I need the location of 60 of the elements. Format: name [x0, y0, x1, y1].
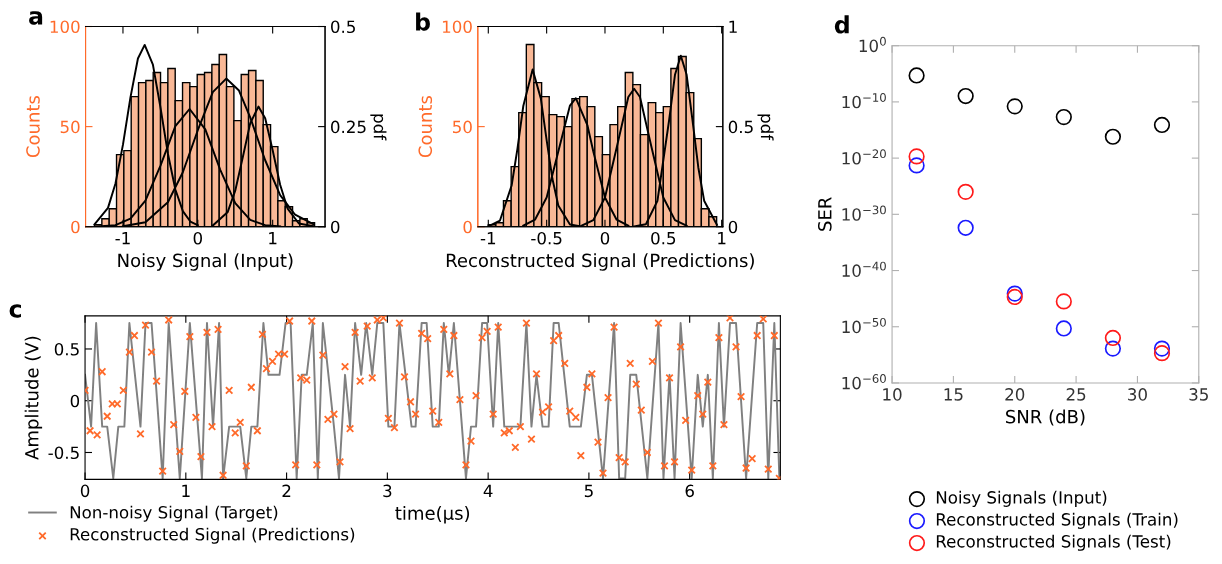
x-tick-label: 0.5 — [651, 231, 676, 245]
x-tick-label: 1 — [718, 232, 726, 245]
y-tick-label: 10$^{0}$ — [859, 36, 886, 53]
y2-tick-label: 0 — [331, 220, 340, 234]
x-tick-label: 1 — [182, 484, 190, 497]
y-axis-title: Counts — [26, 95, 40, 158]
y-tick-label: 100 — [50, 20, 80, 34]
y2-axis-title: pdf — [757, 114, 774, 141]
y-tick-label: -0.5 — [48, 446, 79, 460]
y-tick-label: 10$^{−20}$ — [842, 149, 886, 165]
x-tick-label: 2 — [282, 484, 291, 497]
y2-tick-label: 0 — [728, 220, 738, 234]
y-axis-title: Amplitude (V) — [24, 336, 43, 460]
y2-tick-label: 0.5 — [331, 20, 355, 34]
chart-title: b — [416, 12, 430, 31]
y-tick-label: 10$^{−10}$ — [842, 93, 886, 109]
y-axis-title: Counts — [418, 95, 433, 158]
y-tick-label: 50 — [60, 120, 80, 134]
x-tick-label: 6 — [685, 484, 694, 498]
x-tick-label: 0 — [193, 231, 203, 245]
x-tick-label: -1 — [480, 232, 496, 245]
x-tick-label: 3 — [383, 484, 392, 498]
y-axis-title: SER — [817, 197, 832, 231]
x-tick-label: 4 — [483, 484, 493, 497]
x-tick-label: 30 — [1128, 388, 1147, 401]
chart-title: d — [834, 15, 849, 34]
x-tick-label: 0 — [80, 484, 90, 498]
y-tick-label: 0 — [463, 220, 472, 234]
y-tick-label: 0 — [71, 220, 80, 234]
y2-tick-label: 0.5 — [728, 120, 753, 134]
y-tick-label: 10$^{−40}$ — [842, 261, 886, 277]
y-tick-label: 50 — [453, 120, 472, 134]
x-axis-title: time(µs) — [395, 505, 470, 524]
x-axis-title: SNR (dB) — [1006, 409, 1085, 426]
legend-label: Reconstructed Signals (Test) — [936, 534, 1171, 551]
chart-title: a — [29, 11, 43, 25]
y2-tick-label: 1 — [729, 20, 737, 33]
x-tick-label: 15 — [944, 388, 963, 401]
x-tick-label: 25 — [1066, 388, 1086, 401]
y-tick-label: 100 — [442, 20, 472, 34]
x-tick-label: 35 — [1189, 388, 1208, 401]
x-tick-label: 1 — [269, 232, 277, 245]
y-tick-label: 10$^{−30}$ — [842, 205, 886, 221]
x-tick-label: -0.5 — [531, 231, 562, 245]
x-axis-title: Reconstructed Signal (Predictions) — [446, 253, 754, 271]
legend-label: Noisy Signals (Input) — [936, 490, 1107, 507]
legend-label: Reconstructed Signals (Train) — [936, 512, 1178, 529]
y2-tick-label: 0.25 — [331, 120, 366, 134]
chart-title: c — [9, 304, 21, 318]
x-tick-label: 10 — [883, 388, 902, 401]
x-tick-label: 0 — [600, 231, 610, 245]
legend-label: Reconstructed Signal (Predictions) — [70, 527, 355, 544]
legend-label: Non-noisy Signal (Target) — [70, 505, 278, 522]
y-tick-label: 0.5 — [54, 342, 79, 356]
x-tick-label: -1 — [115, 232, 130, 245]
x-axis-title: Noisy Signal (Input) — [118, 253, 293, 271]
y2-axis-title: pdf — [370, 114, 387, 141]
x-tick-label: 5 — [584, 484, 593, 498]
x-tick-label: 20 — [1005, 388, 1025, 401]
y-tick-label: 10$^{−50}$ — [842, 317, 886, 334]
